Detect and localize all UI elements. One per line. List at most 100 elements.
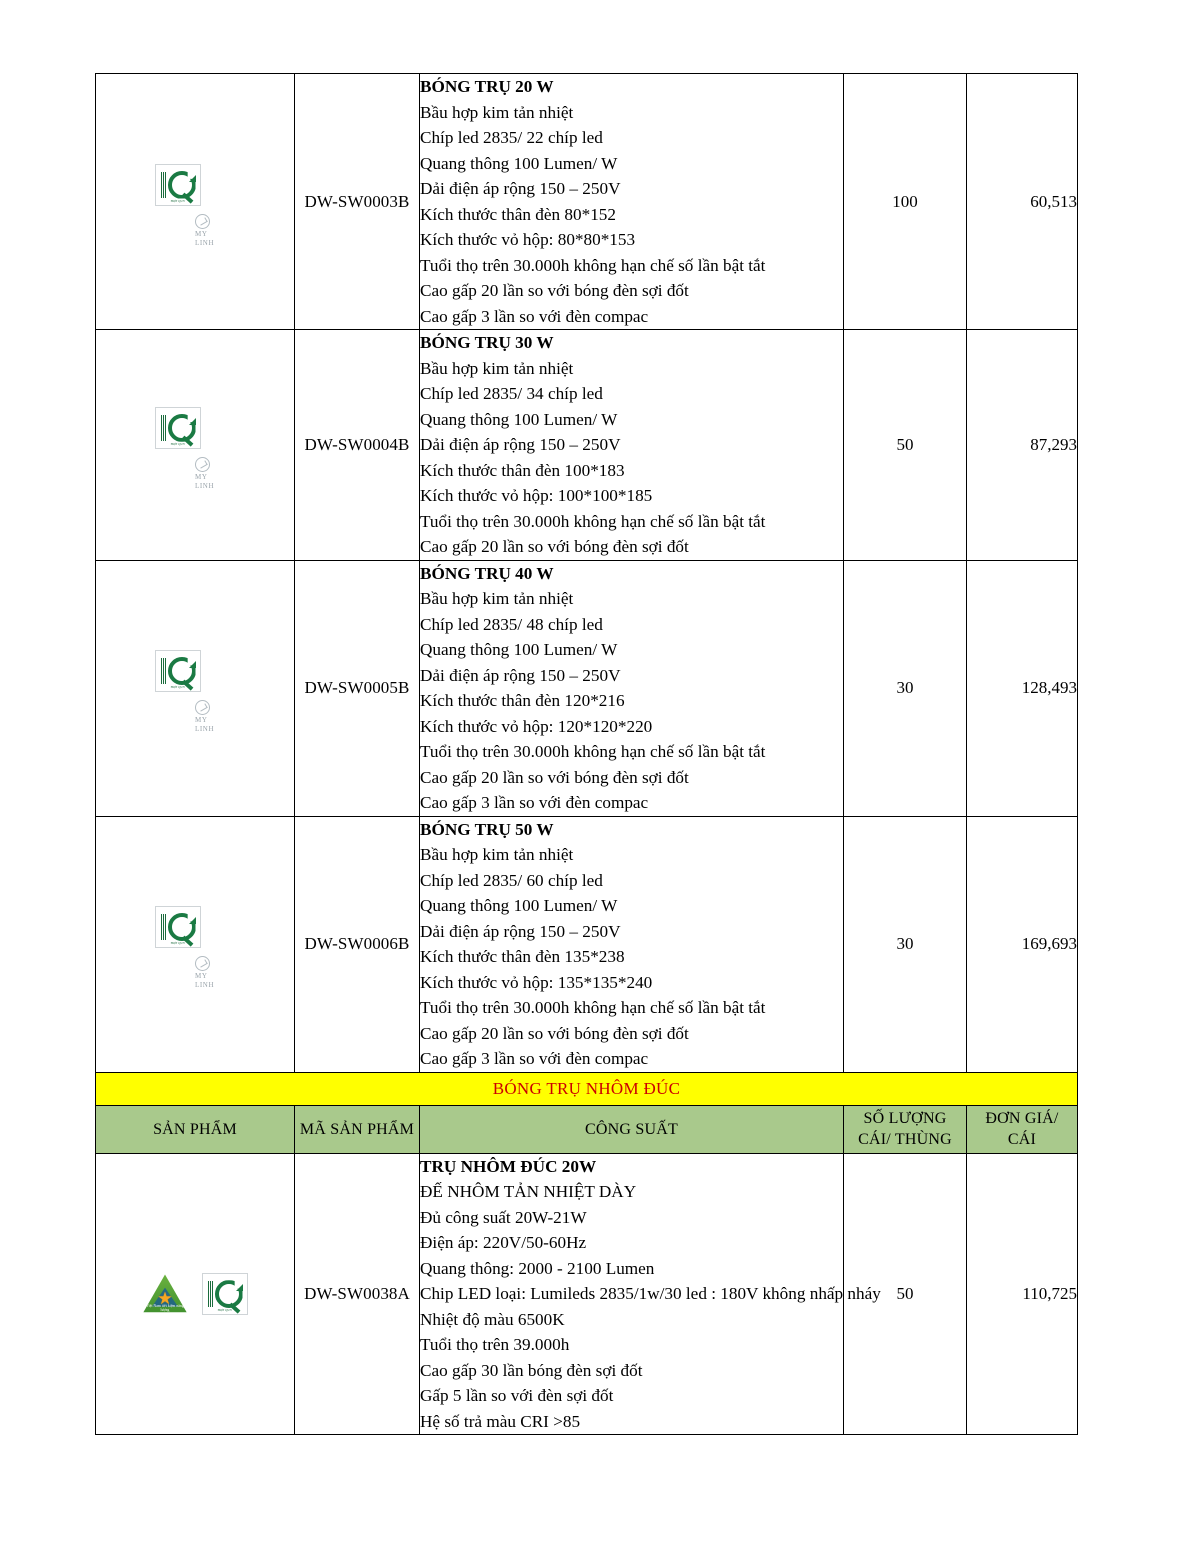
spec-line: Quang thông 100 Lumen/ W (420, 153, 618, 173)
product-price-cell: 128,493 (966, 559, 1078, 817)
product-price-cell: 110,725 (966, 1152, 1078, 1435)
spec-line: Tuổi thọ trên 30.000h không hạn chế số l… (420, 742, 766, 761)
spec-line: Cao gấp 3 lần so với đèn compac (420, 306, 649, 326)
product-qty-cell: 30 (843, 559, 967, 817)
spec-line: Kích thước thân đèn 100*183 (420, 460, 625, 480)
spec-line: Kích thước thân đèn 120*216 (420, 691, 625, 710)
product-price-table: MY LINH HỢP QUY DW-SW0003B BÓNG TRỤ 20 W Bầu… (95, 73, 1078, 1435)
spec-line: Kích thước thân đèn 80*152 (420, 204, 616, 224)
cr-badge-barcode (160, 414, 167, 441)
spec-line: Cao gấp 20 lần so với bóng đèn sợi đốt (420, 537, 689, 556)
column-header-code: MÃ SẢN PHẨM (294, 1104, 420, 1154)
product-price-cell: 169,693 (966, 815, 1078, 1073)
spec-line: Kích thước vỏ hộp: 120*120*220 (420, 716, 653, 736)
spec-line: Chíp led 2835/ 60 chíp led (420, 870, 603, 890)
table-row: ★ Việt Nam tiết kiệm năng lượng HỢP QUY DW-… (95, 1152, 1078, 1435)
cr-badge-mark (167, 657, 196, 691)
product-spec-cell: BÓNG TRỤ 50 W Bầu hợp kim tản nhiệt Chíp l… (419, 815, 844, 1073)
spec-line: Cao gấp 3 lần so với đèn compac (420, 793, 649, 812)
spec-line: Bầu hợp kim tản nhiệt (420, 589, 574, 608)
spec-line: Kích thước thân đèn 135*238 (420, 947, 625, 966)
cr-badge-mark (214, 1280, 243, 1314)
spec-line: Bầu hợp kim tản nhiệt (420, 102, 574, 122)
cr-certification-badge: HỢP QUY (155, 163, 201, 206)
product-spec-cell: BÓNG TRỤ 20 W Bầu hợp kim tản nhiệt Chíp l… (419, 73, 844, 330)
product-price-cell: 60,513 (966, 73, 1078, 330)
companion-bulb-illustration (117, 385, 157, 447)
spec-line: Kích thước vỏ hộp: 135*135*240 (420, 972, 653, 992)
product-spec-cell: BÓNG TRỤ 30 W Bầu hợp kim tản nhiệt Chíp l… (419, 329, 844, 561)
spec-line: Kích thước vỏ hộp: 100*100*185 (420, 486, 653, 505)
spec-line: Tuổi thọ trên 30.000h không hạn chế số l… (420, 511, 766, 531)
product-image-cell: MY LINH HỢP QUY (95, 815, 295, 1073)
table-row: MY LINH HỢP QUY DW-SW0004B BÓNG TRỤ 30 W Bầu… (95, 329, 1078, 561)
spec-line: Cao gấp 30 lần bóng đèn sợi đốt (420, 1360, 643, 1380)
column-header-qty: SỐ LƯỢNG CÁI/ THÙNG (843, 1104, 967, 1154)
product-qty-cell: 30 (843, 815, 967, 1073)
star-icon: ★ (157, 1289, 173, 1309)
companion-bulb-illustration (117, 884, 157, 946)
spec-line: Dải điện áp rộng 150 – 250V (420, 665, 621, 685)
cr-certification-badge: HỢP QUY (155, 906, 201, 948)
table-row: MY LINH HỢP QUY DW-SW0005B BÓNG TRỤ 40 W Bầu… (95, 559, 1078, 817)
spec-line: ĐẾ NHÔM TẢN NHIỆT DÀY (420, 1182, 637, 1201)
cr-badge-mark (167, 913, 196, 947)
spec-line: Dải điện áp rộng 150 – 250V (420, 179, 621, 198)
product-code-cell: DW-SW0038A (294, 1152, 420, 1435)
spec-line: Cao gấp 3 lần so với đèn compac (420, 1049, 649, 1068)
spec-line: Kích thước vỏ hộp: 80*80*153 (420, 230, 636, 249)
spec-line: Cao gấp 20 lần so với bóng đèn sợi đốt (420, 767, 689, 787)
section-banner: BÓNG TRỤ NHÔM ĐÚC (95, 1071, 1078, 1106)
column-header-product: SẢN PHẨM (95, 1104, 295, 1154)
spec-line: Bầu hợp kim tản nhiệt (420, 358, 574, 378)
product-qty-cell: 50 (843, 1152, 967, 1435)
cr-certification-badge: HỢP QUY (155, 650, 201, 692)
product-code-cell: DW-SW0006B (294, 815, 420, 1073)
spec-line: Chip LED loại: Lumileds 2835/1w/30 led :… (420, 1284, 881, 1303)
energy-badge-caption: Việt Nam tiết kiệm năng lượng (146, 1304, 184, 1313)
product-price-cell: 87,293 (966, 329, 1078, 561)
spec-line: Quang thông 100 Lumen/ W (420, 896, 618, 915)
section-banner-row: BÓNG TRỤ NHÔM ĐÚC (95, 1071, 1078, 1106)
product-image-cell: MY LINH HỢP QUY (95, 73, 295, 330)
cr-badge-mark (167, 413, 196, 448)
cr-badge-caption: HỢP QUY (170, 685, 186, 689)
spec-line: Chíp led 2835/ 34 chíp led (420, 384, 603, 403)
companion-bulb-illustration (117, 628, 157, 690)
spec-line: Cao gấp 20 lần so với bóng đèn sợi đốt (420, 1023, 689, 1043)
product-image-cell: ★ Việt Nam tiết kiệm năng lượng HỢP QUY (95, 1152, 295, 1435)
spec-line: Tuổi thọ trên 30.000h không hạn chế số l… (420, 255, 766, 275)
cr-badge-barcode (160, 658, 167, 684)
product-code-cell: DW-SW0005B (294, 559, 420, 817)
spec-line: Gấp 5 lần so với đèn sợi đốt (420, 1386, 614, 1405)
product-qty-cell: 100 (843, 73, 967, 330)
product-title: BÓNG TRỤ 40 W (420, 563, 554, 583)
cr-badge-caption: HỢP QUY (217, 1308, 233, 1313)
product-title: BÓNG TRỤ 30 W (420, 333, 554, 352)
spec-line: Tuổi thọ trên 39.000h (420, 1335, 570, 1354)
table-header-row: SẢN PHẨM MÃ SẢN PHẨM CÔNG SUẤT SỐ LƯỢNG CÁI/… (95, 1104, 1078, 1154)
spec-line: Nhiệt độ màu 6500K (420, 1309, 565, 1329)
cr-badge-caption: HỢP QUY (170, 198, 186, 203)
energy-star-triangle-badge: ★ Việt Nam tiết kiệm năng lượng (142, 1273, 188, 1315)
product-code-cell: DW-SW0004B (294, 329, 420, 561)
spec-line: Đủ công suất 20W-21W (420, 1207, 587, 1227)
cr-badge-mark (167, 170, 196, 204)
product-image-cell: MY LINH HỢP QUY (95, 329, 295, 561)
product-title: BÓNG TRỤ 20 W (420, 77, 554, 96)
product-title: BÓNG TRỤ 50 W (420, 819, 554, 839)
table-row: MY LINH HỢP QUY DW-SW0003B BÓNG TRỤ 20 W Bầu… (95, 73, 1078, 330)
product-spec-cell: TRỤ NHÔM ĐÚC 20W ĐẾ NHÔM TẢN NHIỆT DÀY Đủ … (419, 1152, 881, 1435)
spec-line: Bầu hợp kim tản nhiệt (420, 845, 574, 864)
product-title: TRỤ NHÔM ĐÚC 20W (420, 1156, 597, 1176)
cr-badge-barcode (207, 1281, 214, 1308)
spec-line: Chíp led 2835/ 22 chíp led (420, 128, 603, 147)
spec-line: Tuổi thọ trên 30.000h không hạn chế số l… (420, 998, 766, 1017)
column-header-price: ĐƠN GIÁ/CÁI (966, 1104, 1078, 1154)
cr-badge-barcode (160, 171, 167, 198)
product-spec-cell: BÓNG TRỤ 40 W Bầu hợp kim tản nhiệt Chíp l… (419, 559, 844, 817)
cr-certification-badge: HỢP QUY (155, 406, 201, 449)
spec-line: Chíp led 2835/ 48 chíp led (420, 614, 603, 634)
spec-line: Cao gấp 20 lần so với bóng đèn sợi đốt (420, 281, 689, 300)
